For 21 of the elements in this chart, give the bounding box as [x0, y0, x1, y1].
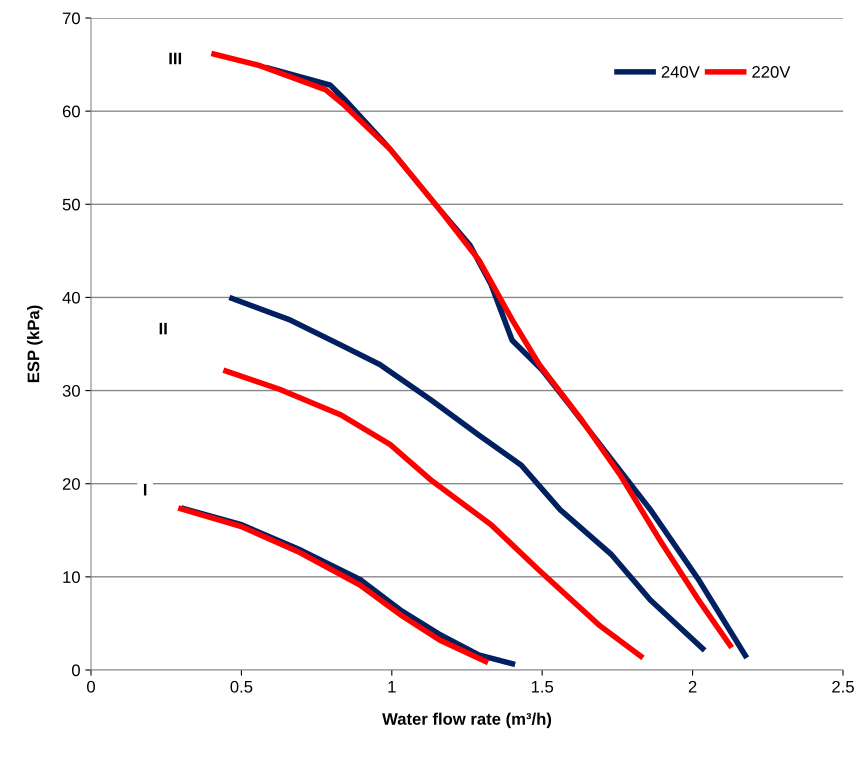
- y-tick-label: 0: [72, 664, 80, 676]
- y-tick-label: 60: [62, 106, 80, 118]
- x-tick-label: 0.5: [230, 680, 252, 693]
- y-tick-label: 20: [62, 478, 80, 490]
- y-tick-label: 50: [62, 198, 80, 210]
- y-tick-label: 70: [62, 12, 80, 24]
- legend-label: 240V: [662, 66, 700, 78]
- y-tick-label: 10: [63, 571, 80, 584]
- y-tick-label: 30: [62, 384, 80, 397]
- x-tick-label: 1.5: [532, 681, 554, 693]
- x-tick-label: 2.5: [832, 680, 854, 693]
- x-tick-label: 2: [688, 680, 696, 692]
- x-tick-label: 0: [87, 680, 95, 693]
- annotation: I: [144, 484, 146, 496]
- x-tick-label: 1: [388, 681, 396, 692]
- annotation: III: [169, 52, 182, 64]
- legend-label: 220V: [752, 66, 790, 78]
- x-axis-title: Water flow rate (m³/h): [382, 712, 552, 728]
- annotation: II: [160, 322, 167, 334]
- y-tick-label: 40: [62, 292, 80, 304]
- y-axis-title: ESP (kPa): [27, 306, 43, 382]
